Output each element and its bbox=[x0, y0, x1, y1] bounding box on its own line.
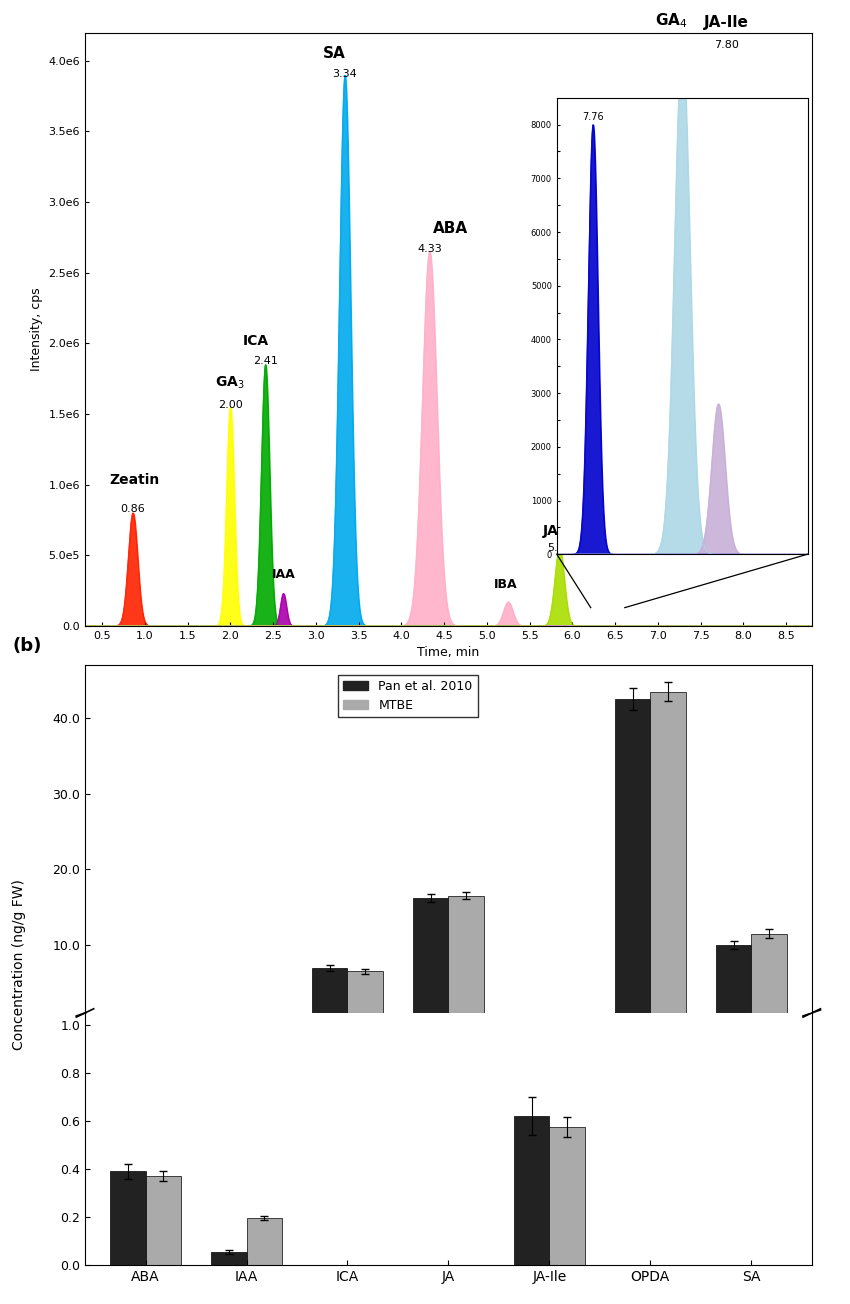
X-axis label: Time, min: Time, min bbox=[417, 647, 479, 660]
Bar bbox=[751, 934, 786, 1021]
Text: JA-Ile: JA-Ile bbox=[704, 14, 749, 30]
Text: ICA: ICA bbox=[243, 334, 269, 348]
Bar bbox=[348, 971, 382, 1021]
Bar bbox=[449, 896, 484, 1021]
Bar bbox=[650, 691, 686, 1021]
Text: Concentration (ng/g FW): Concentration (ng/g FW) bbox=[12, 879, 26, 1051]
Text: 2.00: 2.00 bbox=[218, 400, 243, 409]
Bar bbox=[549, 1127, 585, 1265]
Text: 7.76: 7.76 bbox=[582, 112, 603, 123]
Text: GA$_4$: GA$_4$ bbox=[655, 10, 688, 30]
Text: (b): (b) bbox=[13, 636, 42, 655]
Bar bbox=[246, 1218, 282, 1265]
Text: 0.86: 0.86 bbox=[121, 505, 145, 515]
Text: 4.33: 4.33 bbox=[417, 245, 442, 254]
Bar bbox=[716, 945, 751, 1021]
Text: Zeatin: Zeatin bbox=[109, 473, 159, 488]
Bar bbox=[211, 1252, 246, 1265]
Y-axis label: Intensity, cps: Intensity, cps bbox=[30, 287, 43, 372]
Legend: Pan et al. 2010, MTBE: Pan et al. 2010, MTBE bbox=[338, 674, 478, 717]
Text: JA: JA bbox=[542, 524, 558, 539]
Text: SA: SA bbox=[323, 46, 345, 61]
Bar bbox=[312, 968, 348, 1021]
Text: IAA: IAA bbox=[271, 567, 295, 580]
Text: 8.06: 8.06 bbox=[736, 138, 761, 149]
Bar bbox=[145, 1176, 181, 1265]
Text: OPDA: OPDA bbox=[756, 110, 805, 124]
Text: 5.85: 5.85 bbox=[547, 542, 572, 553]
Bar bbox=[110, 1171, 145, 1265]
Bar bbox=[514, 1116, 549, 1265]
Text: 7.80: 7.80 bbox=[714, 39, 739, 50]
Text: ABA: ABA bbox=[433, 220, 468, 236]
Text: IBA: IBA bbox=[494, 578, 518, 591]
Text: GA$_3$: GA$_3$ bbox=[215, 376, 245, 391]
Text: 2.41: 2.41 bbox=[253, 356, 278, 366]
Bar bbox=[413, 898, 449, 1021]
Text: 3.34: 3.34 bbox=[332, 69, 357, 80]
Bar bbox=[615, 699, 650, 1021]
